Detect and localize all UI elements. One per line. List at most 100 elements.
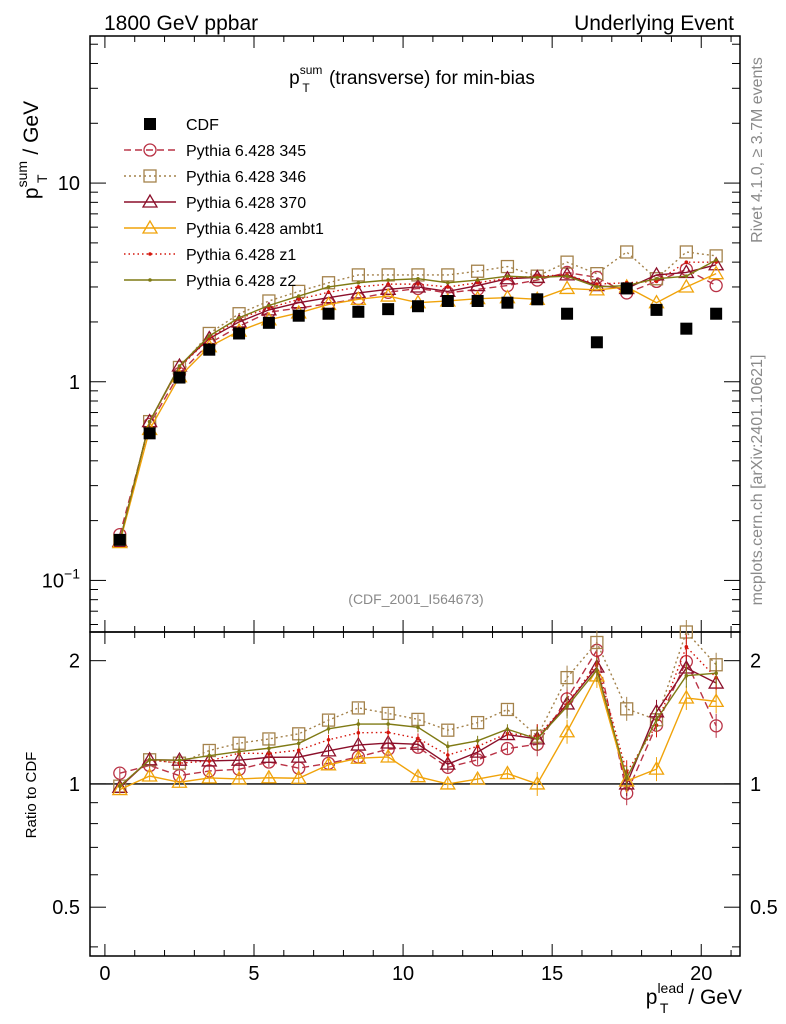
series-point-ratio (416, 736, 420, 741)
legend-entry: Pythia 6.428 370 (124, 193, 306, 212)
header-left: 1800 GeV ppbar (104, 12, 258, 35)
chart-title-sub: T (302, 81, 310, 95)
cdf-data-point (382, 303, 395, 316)
legend-marker (143, 169, 157, 183)
series-point-ratio (207, 759, 212, 763)
cdf-data-point (590, 336, 603, 349)
series-point-main (380, 287, 397, 302)
series-point-main (409, 278, 427, 293)
y-axis-label-sub: T (34, 174, 50, 183)
x-axis-label-sup: lead (657, 980, 683, 996)
ratio-plot-frame (89, 631, 741, 957)
legend-marker (144, 118, 156, 130)
series-point-ratio (326, 737, 331, 742)
series-point-main (296, 297, 301, 302)
x-tick-label: 0 (99, 963, 110, 985)
series-point-main (595, 282, 599, 286)
cdf-data-point (620, 282, 633, 295)
series-point-main (565, 274, 569, 278)
legend-label: Pythia 6.428 z1 (186, 247, 296, 264)
y-axis-label-main: p (20, 187, 43, 199)
legend-label: Pythia 6.428 346 (186, 169, 306, 186)
series-point-ratio (320, 756, 337, 771)
series-point-ratio (565, 704, 569, 709)
series-point-ratio (290, 769, 307, 784)
series-point-ratio (111, 781, 128, 796)
cdf-data-point (203, 343, 216, 356)
cdf-data-point (411, 300, 424, 313)
x-axis-label-main: p (646, 986, 658, 1009)
side-label-bottom: mcplots.cern.ch [arXiv:2401.10621] (749, 355, 766, 606)
series-point-main (201, 330, 218, 345)
series-point-ratio (505, 727, 510, 732)
series-point-main (260, 301, 278, 316)
series-point-ratio (356, 722, 361, 726)
cdf-data-point (531, 293, 544, 306)
series-point-ratio (499, 726, 516, 741)
x-axis-label: plead T / GeV (646, 980, 742, 1016)
x-tick-label: 10 (392, 963, 414, 985)
series-point-ratio (267, 751, 271, 756)
series-point-main (535, 275, 540, 280)
legend-entry: CDF (144, 117, 219, 134)
cdf-data-point (501, 296, 514, 309)
series-point-ratio (470, 715, 485, 730)
series-point-ratio (445, 753, 450, 757)
cdf-data-point (173, 371, 186, 384)
series-point-ratio (684, 645, 689, 649)
legend: CDF Pythia 6.428 345 Pythia 6.428 346 Pythi… (124, 117, 324, 290)
series-point-main (684, 260, 689, 264)
series-point-main (441, 268, 455, 282)
series-point-ratio (326, 726, 331, 731)
series-point-main (386, 282, 390, 286)
series-point-ratio (475, 744, 480, 749)
series-point-ratio (529, 775, 546, 790)
x-axis-label-sub: T (660, 1000, 669, 1016)
series-point-ratio (441, 723, 455, 737)
series-point-main (505, 274, 510, 278)
y-tick-label: 10−1 (42, 565, 80, 592)
series-point-main (588, 281, 606, 296)
series-point-ratio (620, 702, 634, 716)
series-point-ratio (386, 722, 390, 726)
series-point-main (267, 306, 271, 310)
x-tick-label: 5 (248, 963, 259, 985)
series-point-ratio (439, 775, 456, 790)
series-point-main (416, 282, 420, 286)
series-point-ratio (624, 776, 629, 780)
series-point-ratio (267, 746, 271, 751)
cdf-data-point (352, 305, 365, 318)
axes-layer: 0 5 10 15 20 10−1 1 10 0.5 0.5 1 1 2 2 (42, 35, 778, 985)
series-point-main (350, 291, 367, 305)
chart-title-sup: sum (300, 63, 323, 77)
series-point-main (207, 334, 212, 338)
series-point-main (560, 265, 574, 280)
series-point-main (177, 364, 182, 368)
series-point-ratio (207, 753, 212, 758)
y-axis-label-sup: sum (14, 161, 30, 187)
series-point-main (326, 285, 331, 289)
cdf-data-point (113, 533, 126, 546)
series-point-ratio (469, 770, 486, 785)
series-point-main (529, 269, 546, 284)
series-point-main (475, 278, 480, 282)
series-point-main (416, 276, 420, 281)
x-axis-label-rest: / GeV (682, 986, 742, 1009)
series-line-main (119, 251, 717, 542)
series-point-ratio (654, 717, 659, 722)
legend-label: Pythia 6.428 345 (186, 143, 306, 160)
series-point-ratio (595, 668, 599, 672)
cdf-data-point (233, 327, 246, 340)
cdf-data-point (292, 309, 305, 322)
legend-label: Pythia 6.428 z2 (186, 273, 296, 290)
series-point-ratio (439, 755, 456, 770)
ratio-tick-label-right: 2 (750, 651, 761, 673)
legend-marker (141, 219, 159, 234)
legend-entry: Pythia 6.428 z1 (124, 247, 296, 264)
series-pythia-6-428-346 (113, 245, 723, 793)
chart-title-rest: (transverse) for min-bias (324, 68, 535, 89)
series-point-main (326, 290, 331, 295)
legend-marker (148, 278, 152, 282)
series-point-main (679, 245, 693, 259)
series-point-ratio (201, 769, 218, 784)
